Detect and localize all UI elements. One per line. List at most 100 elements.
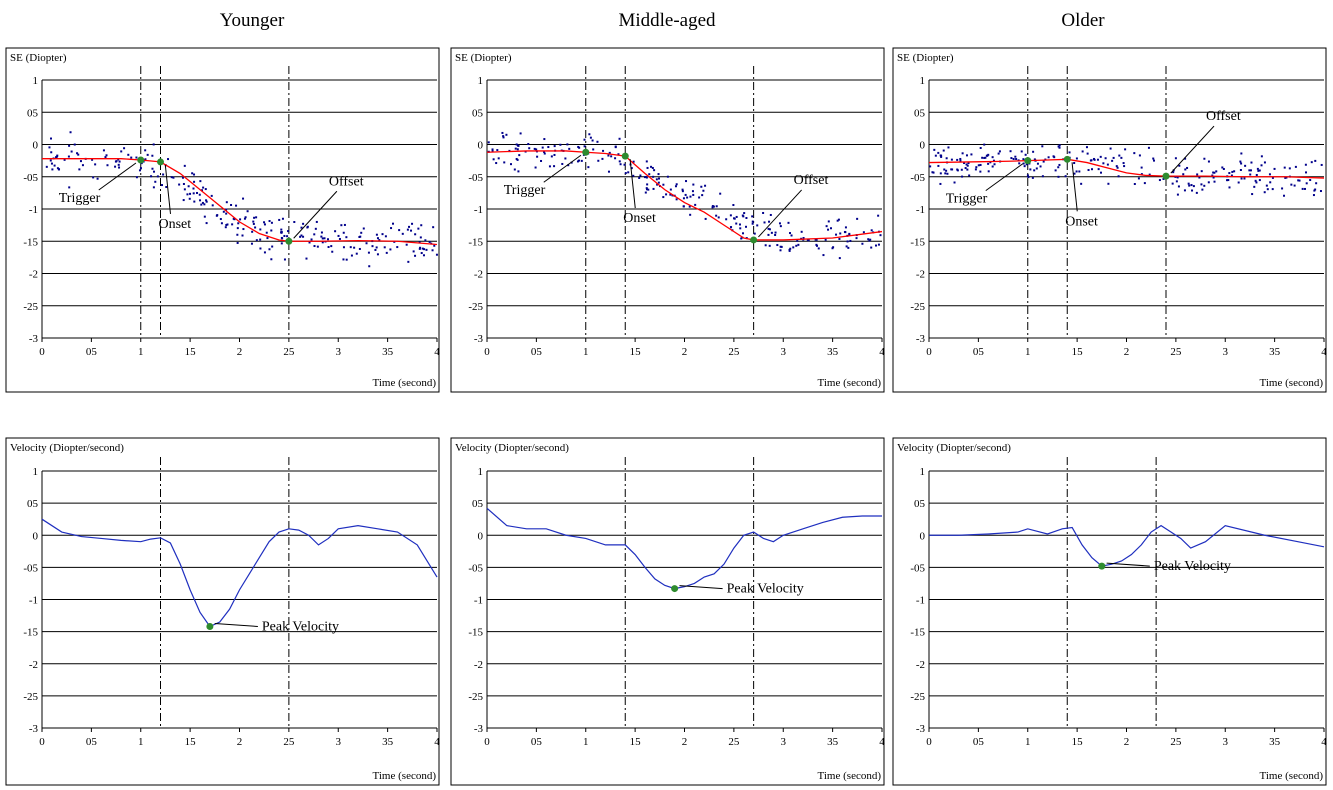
scatter-point [222, 210, 225, 213]
scatter-point [302, 235, 305, 238]
scatter-point [192, 192, 195, 195]
scatter-point [682, 205, 685, 208]
y-tick-label: -15 [910, 627, 925, 639]
scatter-point [1255, 173, 1258, 176]
scatter-point [1213, 171, 1216, 174]
scatter-point [270, 229, 273, 232]
scatter-point [589, 136, 592, 139]
scatter-point [1057, 166, 1060, 169]
scatter-point [251, 230, 254, 233]
scatter-point [929, 165, 932, 168]
scatter-point [698, 196, 701, 199]
scatter-point [516, 148, 519, 151]
scatter-point [627, 171, 630, 174]
scatter-point [527, 143, 530, 146]
scatter-point [965, 154, 968, 157]
scatter-point [349, 246, 352, 249]
y-tick-label: 1 [920, 466, 926, 478]
scatter-point [1172, 171, 1175, 174]
scatter-point [225, 201, 228, 204]
scatter-point [607, 154, 610, 157]
scatter-point [1255, 181, 1258, 184]
x-tick-label: 0 [484, 736, 490, 748]
scatter-point [239, 218, 242, 221]
scatter-point [1228, 172, 1231, 175]
scatter-point [652, 187, 655, 190]
event-marker [750, 236, 758, 244]
scatter-point [73, 143, 76, 146]
scatter-point [956, 158, 959, 161]
scatter-point [735, 215, 738, 218]
scatter-point [192, 187, 195, 190]
scatter-point [1290, 183, 1293, 186]
scatter-point [418, 247, 421, 250]
y-tick-label: 1 [33, 466, 39, 478]
x-tick-label: 0 [484, 346, 490, 358]
scatter-point [647, 188, 650, 191]
scatter-point [1047, 156, 1050, 159]
scatter-point [623, 163, 626, 166]
scatter-point [162, 173, 165, 176]
scatter-point [235, 204, 238, 207]
scatter-point [1253, 185, 1256, 188]
scatter-point [340, 224, 343, 227]
x-tick-label: 05 [86, 736, 98, 748]
scatter-point [932, 171, 935, 174]
scatter-point [255, 239, 258, 242]
scatter-point [63, 158, 66, 161]
y-tick-label: -15 [910, 236, 925, 248]
scatter-point [202, 186, 205, 189]
scatter-point [1258, 179, 1261, 182]
scatter-point [186, 193, 189, 196]
scatter-point [985, 154, 988, 157]
annotation-offset: Offset [329, 174, 364, 189]
x-tick-label: 3 [781, 736, 787, 748]
scatter-point [1239, 169, 1242, 172]
scatter-point [1073, 172, 1076, 175]
scatter-point [320, 231, 323, 234]
scatter-point [1035, 167, 1038, 170]
scatter-point [543, 138, 546, 141]
x-tick-label: 3 [336, 346, 342, 358]
scatter-point [401, 232, 404, 235]
scatter-point [588, 133, 591, 136]
scatter-point [1283, 194, 1286, 197]
scatter-point [154, 180, 157, 183]
scatter-point [253, 216, 256, 219]
panel-frame [450, 437, 885, 786]
scatter-point [1281, 187, 1284, 190]
x-tick-label: 05 [86, 346, 98, 358]
scatter-point [779, 225, 782, 228]
scatter-point [651, 166, 654, 169]
scatter-point [1099, 171, 1102, 174]
x-tick-label: 3 [336, 736, 342, 748]
scatter-point [831, 247, 834, 250]
scatter-point [966, 168, 969, 171]
scatter-point [183, 188, 186, 191]
scatter-point [270, 221, 273, 224]
scatter-point [299, 235, 302, 238]
scatter-point [769, 213, 772, 216]
scatter-point [396, 246, 399, 249]
scatter-point [360, 231, 363, 234]
y-tick-label: 1 [920, 75, 926, 87]
scatter-point [848, 233, 851, 236]
scatter-point [187, 185, 190, 188]
scatter-point [849, 239, 852, 242]
annotation-onset: Onset [623, 211, 656, 226]
scatter-point [1032, 150, 1035, 153]
scatter-point [1184, 157, 1187, 160]
scatter-point [577, 145, 580, 148]
scatter-point [992, 159, 995, 162]
y-tick-label: -1 [29, 595, 38, 607]
annotation-arrow [164, 164, 171, 214]
scatter-point [836, 219, 839, 222]
scatter-point [138, 169, 141, 172]
scatter-point [568, 147, 571, 150]
scatter-point [753, 232, 756, 235]
scatter-point [49, 159, 52, 162]
scatter-point [943, 168, 946, 171]
scatter-point [618, 137, 621, 140]
